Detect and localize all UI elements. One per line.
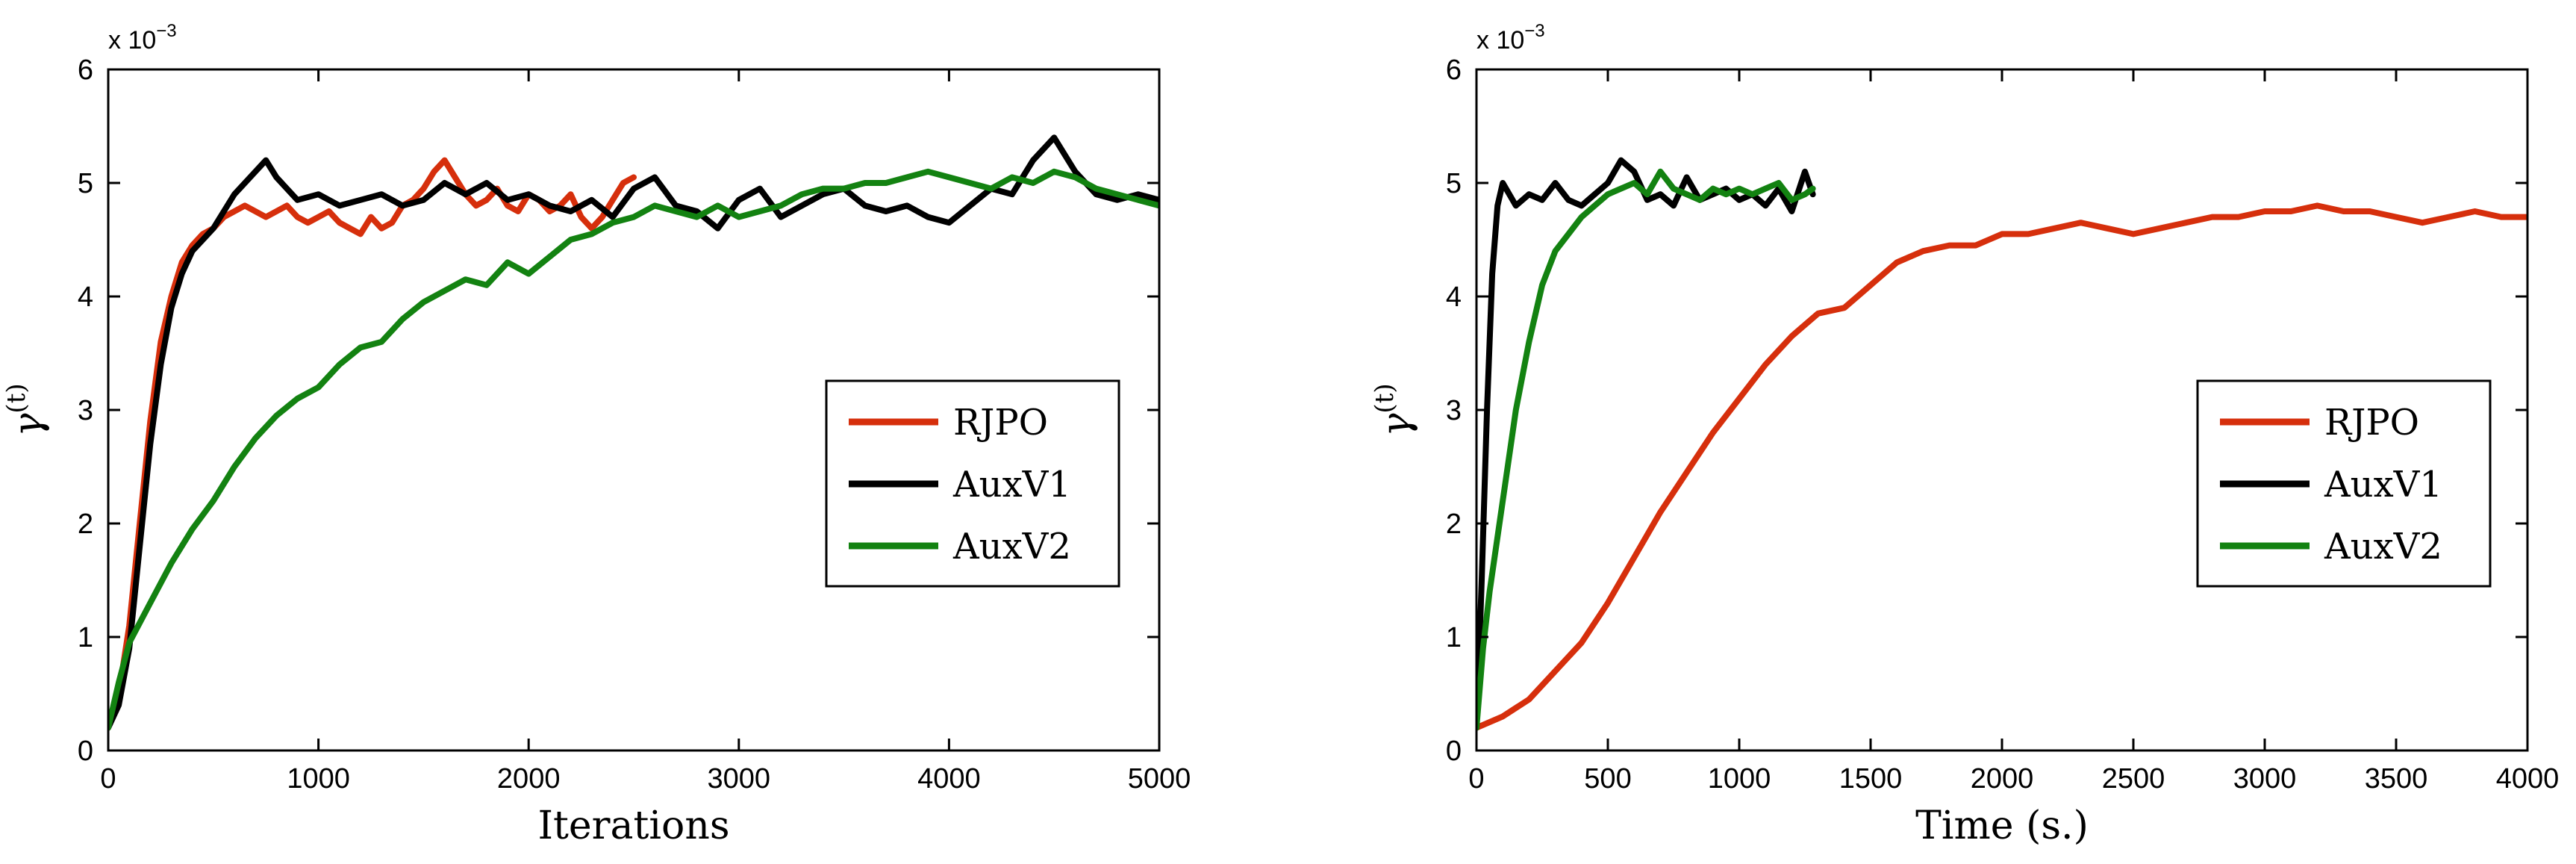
legend: RJPO AuxV1 AuxV2 (825, 379, 1120, 588)
y-tick-label: 2 (1446, 509, 1462, 540)
series-line-rjpo (1476, 202, 2527, 731)
y-tick-label: 5 (1446, 168, 1462, 199)
x-tick-label: 3000 (708, 763, 771, 795)
y-tick-label: 3 (78, 395, 93, 426)
x-tick-label: 1000 (287, 763, 350, 795)
x-axis-label: Time (s.) (1915, 804, 2089, 848)
y-tick-label: 5 (78, 168, 93, 199)
y-tick-label: 0 (1446, 736, 1462, 767)
x-tick-label: 3500 (2365, 763, 2428, 795)
x-tick-label: 2500 (2102, 763, 2165, 795)
y-axis-label: γ(t) (1370, 383, 1419, 436)
x-tick-label: 500 (1584, 763, 1631, 795)
y-tick-label: 1 (1446, 622, 1462, 653)
y-tick-label: 1 (78, 622, 93, 653)
x-tick-label: 0 (1468, 763, 1484, 795)
legend: RJPO AuxV1 AuxV2 (2196, 379, 2492, 588)
x-tick-label: 1000 (1708, 763, 1771, 795)
legend-label-auxv2: AuxV2 (952, 526, 1071, 568)
y-axis-symbol: γ (6, 413, 51, 437)
x-axis-label: Iterations (537, 804, 729, 848)
x-tick-label: 4000 (2496, 763, 2560, 795)
x-tick-label: 1500 (1839, 763, 1903, 795)
y-axis-symbol: γ (1374, 413, 1419, 437)
y-tick-label: 2 (78, 509, 93, 540)
series-line-auxv2 (1476, 168, 1816, 731)
chart-panel-2: 0 500 1000 1500 2000 2500 3000 3500 4000 0 1 2 3 4 5 6x… (1370, 21, 2559, 848)
legend-label-rjpo: RJPO (953, 402, 1048, 444)
y-axis-label: γ(t) (1, 383, 51, 436)
series-line-auxv1 (108, 134, 1159, 731)
x-tick-label: 3000 (2233, 763, 2297, 795)
y-scale-base: x 10 (108, 26, 156, 55)
y-axis-superscript: (t) (1, 383, 31, 413)
y-tick-label: 3 (1446, 395, 1462, 426)
chart-panel-1: 0 1000 2000 3000 4000 5000 0 1 2 3 4 5 6 x 10−3 Iterat… (1, 21, 1191, 848)
y-tick-label: 6 (78, 55, 93, 86)
x-tick-label: 2000 (1971, 763, 2034, 795)
y-scale-exponent: −3 (156, 21, 176, 41)
y-scale-base: x 10 (1476, 26, 1524, 55)
x-tick-label: 5000 (1128, 763, 1191, 795)
x-tick-label: 2000 (497, 763, 561, 795)
series-line-auxv2 (108, 168, 1159, 731)
legend-label-auxv1: AuxV1 (952, 464, 1071, 506)
y-axis-superscript: (t) (1370, 383, 1400, 413)
y-tick-label: 4 (78, 282, 93, 313)
legend-label-auxv2: AuxV2 (2324, 526, 2442, 568)
legend-label-auxv1: AuxV1 (2324, 464, 2442, 506)
y-tick-label: 0 (78, 736, 93, 767)
y-tick-label: 6 (1446, 55, 1462, 86)
y-scale-label: x 10−3 (108, 21, 177, 55)
y-scale-exponent: −3 (1524, 21, 1544, 41)
series-line-rjpo (108, 157, 637, 731)
x-tick-label: 0 (100, 763, 116, 795)
legend-label-rjpo: RJPO (2324, 402, 2419, 444)
y-tick-label: 4 (1446, 282, 1462, 313)
x-tick-label: 4000 (917, 763, 981, 795)
y-scale-label: x 10−3 (1476, 21, 1545, 55)
